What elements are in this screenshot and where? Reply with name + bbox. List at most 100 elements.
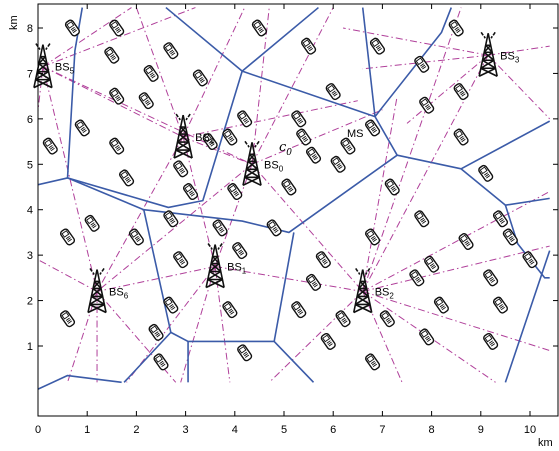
mobile-phone-icon — [73, 118, 92, 138]
cell-boundary-12 — [460, 120, 551, 170]
link-line-36 — [342, 27, 489, 56]
x-axis-unit: km — [538, 437, 553, 449]
cell-boundary-0 — [38, 154, 550, 234]
mobile-phone-icon — [491, 209, 510, 229]
mobile-phone-icon — [107, 18, 126, 38]
link-line-26 — [38, 259, 98, 292]
bs-label-main: BS — [227, 262, 242, 274]
mobile-phone-icon — [221, 299, 239, 320]
link-line-29 — [362, 191, 550, 292]
mobile-phone-icon — [58, 309, 77, 329]
base-station-label: BS0 — [264, 159, 284, 173]
mobile-phone-icon — [521, 250, 539, 270]
mobile-phone-icon — [171, 250, 190, 270]
cell-label: c0 — [279, 140, 292, 158]
bs-label-main: BS — [195, 132, 210, 144]
mobile-phone-icon — [413, 209, 431, 229]
y-tick-label: 7 — [27, 68, 33, 80]
mobile-phone-icon — [447, 18, 465, 38]
mobile-phone-icon — [41, 136, 60, 156]
cell-boundary-7 — [67, 70, 398, 209]
y-tick-label: 6 — [27, 114, 33, 126]
mobile-phone-icon — [221, 127, 239, 147]
link-line-14 — [251, 163, 364, 292]
bs-label-main: BS — [375, 286, 390, 298]
mobile-phone-icon — [162, 41, 180, 61]
x-tick-label: 5 — [281, 424, 287, 436]
bs-label-sub: 5 — [70, 67, 75, 76]
y-tick-label: 3 — [27, 250, 33, 262]
base-station-label: BS3 — [500, 50, 520, 64]
y-axis-unit: km — [8, 15, 20, 30]
link-line-34 — [268, 291, 364, 383]
link-line-4 — [42, 7, 132, 68]
link-line-37 — [488, 45, 550, 56]
bs-label-sub: 3 — [515, 55, 520, 64]
mobile-phone-icon — [127, 227, 146, 247]
mobile-phone-icon — [432, 295, 451, 315]
mobile-phone-icon — [294, 127, 313, 147]
link-line-31 — [362, 291, 550, 352]
link-line-35 — [362, 96, 398, 292]
mobile-phone-icon — [191, 68, 210, 88]
base-station-label: BS6 — [109, 286, 129, 300]
mobile-phone-icon — [363, 352, 382, 372]
y-tick-label: 8 — [27, 23, 33, 35]
y-tick-label: 2 — [27, 296, 33, 308]
link-line-39 — [487, 54, 551, 120]
link-line-11 — [183, 100, 358, 138]
cell-boundary-2 — [66, 7, 84, 178]
link-line-17 — [96, 163, 253, 292]
mobile-phone-icon — [457, 231, 475, 252]
mobile-phone-icon — [137, 91, 155, 111]
link-line-15 — [214, 164, 253, 267]
bs-label-sub: 2 — [389, 291, 394, 300]
mobile-phone-icon — [290, 299, 308, 320]
link-line-6 — [182, 136, 253, 165]
mobile-phone-icon — [413, 54, 431, 75]
bs-label-sub: 0 — [279, 164, 284, 173]
cell-boundary-10 — [361, 7, 376, 117]
mobile-phone-icon — [299, 36, 318, 56]
mobile-phone-icon — [383, 177, 401, 197]
cell-label-main: c — [279, 140, 287, 155]
mobile-phone-icon — [142, 63, 160, 84]
x-tick-label: 10 — [524, 424, 536, 436]
mobile-phone-icon — [452, 127, 470, 147]
mobile-stations — [41, 18, 539, 372]
mobile-phone-icon — [107, 136, 126, 156]
mobile-phone-icon — [304, 145, 323, 165]
mobile-phone-icon — [230, 240, 249, 261]
x-tick-label: 6 — [330, 424, 336, 436]
mobile-phone-icon — [368, 36, 387, 56]
mobile-phone-icon — [58, 227, 77, 247]
link-line-10 — [135, 7, 184, 138]
ms-label: MS — [347, 128, 364, 140]
x-tick-label: 3 — [183, 424, 189, 436]
link-line-2 — [42, 66, 98, 292]
cell-boundary-4 — [170, 331, 315, 383]
mobile-phone-icon — [408, 268, 426, 288]
link-line-9 — [96, 136, 184, 292]
y-tick-label: 1 — [27, 341, 33, 353]
cell-boundary-1 — [38, 374, 122, 390]
mobile-phone-icon — [63, 18, 82, 38]
cell-boundary-14 — [504, 250, 551, 383]
mobile-phone-icon — [324, 81, 342, 102]
link-line-18 — [215, 266, 363, 292]
mobile-phone-icon — [378, 309, 397, 329]
mobile-phone-icon — [422, 254, 441, 274]
mobile-phone-icon — [147, 322, 165, 343]
link-line-0 — [42, 66, 184, 138]
mobile-phone-icon — [162, 209, 180, 229]
cell-boundary-11 — [374, 7, 453, 118]
link-line-25 — [96, 291, 177, 383]
mobile-phone-icon — [363, 227, 382, 247]
base-station-label: BS4 — [195, 132, 215, 146]
link-line-27 — [362, 55, 489, 292]
link-line-16 — [251, 109, 383, 165]
base-station-label: BS1 — [227, 262, 247, 276]
link-line-28 — [362, 7, 462, 292]
